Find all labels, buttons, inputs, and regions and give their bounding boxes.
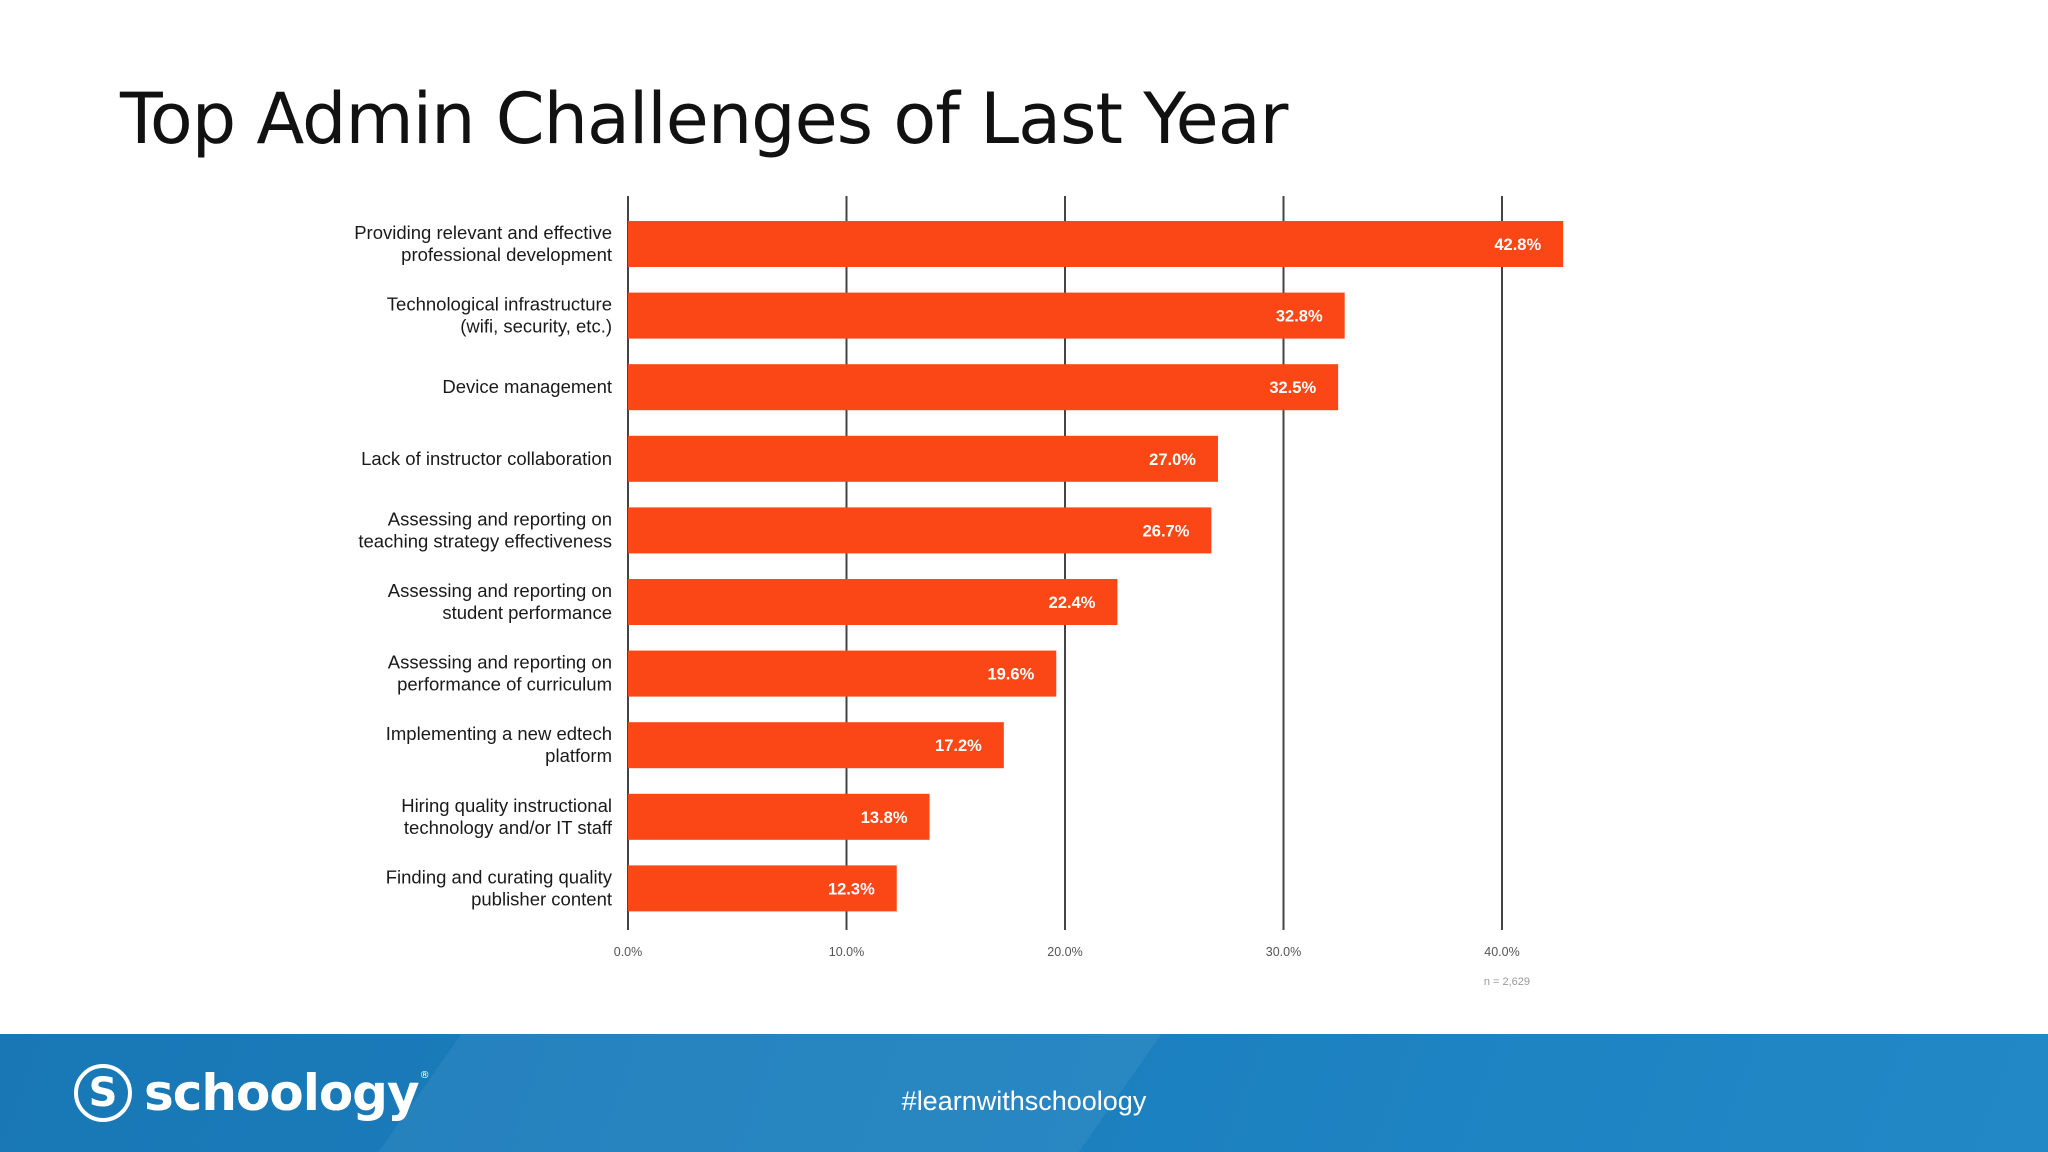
bar <box>628 650 1057 697</box>
category-label: (wifi, security, etc.) <box>460 316 612 337</box>
category-label: platform <box>545 745 612 766</box>
bar-value-label: 12.3% <box>828 880 875 898</box>
bar-value-label: 32.5% <box>1269 379 1316 397</box>
category-label: Assessing and reporting on <box>388 652 612 673</box>
category-label: Technological infrastructure <box>387 294 612 315</box>
sample-size-note: n = 2,629 <box>1484 976 1530 988</box>
category-label: Assessing and reporting on <box>388 508 612 529</box>
bar-value-label: 26.7% <box>1143 522 1190 540</box>
schoology-logo[interactable]: S schoology ® <box>74 1056 430 1130</box>
bar <box>628 793 930 840</box>
x-tick-label: 10.0% <box>829 945 864 959</box>
bar-value-label: 13.8% <box>861 809 908 827</box>
bar <box>628 507 1212 554</box>
x-tick-label: 30.0% <box>1266 945 1301 959</box>
bar-value-label: 27.0% <box>1149 451 1196 469</box>
category-label: Assessing and reporting on <box>388 580 612 601</box>
bar-value-label: 32.8% <box>1276 308 1323 326</box>
bar <box>628 579 1118 625</box>
category-label: publisher content <box>471 888 612 909</box>
registered-mark: ® <box>419 1070 430 1081</box>
footer-bar: S schoology ® <box>0 1034 2048 1152</box>
x-tick-label: 20.0% <box>1047 945 1082 959</box>
x-tick-label: 0.0% <box>614 945 643 959</box>
bar <box>628 435 1218 482</box>
bar <box>628 292 1345 339</box>
slide-title: Top Admin Challenges of Last Year <box>120 78 1288 160</box>
bar <box>628 364 1339 411</box>
category-label: student performance <box>442 602 612 623</box>
schoology-logo-icon: S <box>74 1064 132 1122</box>
category-label: Hiring quality instructional <box>401 795 612 816</box>
x-axis-ticks: 0.0% 10.0% 20.0% 30.0% 40.0% n = 2,629 <box>614 945 1530 988</box>
bar-value-label: 22.4% <box>1049 594 1096 612</box>
category-label: professional development <box>401 244 612 265</box>
category-label: Finding and curating quality <box>386 866 613 887</box>
bar-value-label: 42.8% <box>1494 236 1541 254</box>
category-label: Lack of instructor collaboration <box>361 448 612 469</box>
bars: 42.8% 32.8% 32.5% 27.0% 26.7% 22.4% 19.6% 17.2%… <box>628 221 1564 912</box>
bar <box>628 221 1564 267</box>
bar-value-label: 19.6% <box>987 666 1034 684</box>
bar-value-label: 17.2% <box>935 737 982 755</box>
schoology-logo-text: schoology <box>144 1064 420 1122</box>
category-label: Implementing a new edtech <box>386 723 612 744</box>
bar <box>628 865 897 912</box>
footer-hashtag: #learnwithschoology <box>901 1086 1147 1116</box>
category-label: performance of curriculum <box>397 674 612 695</box>
category-label: Providing relevant and effective <box>354 222 612 243</box>
bar <box>628 722 1004 769</box>
category-label: technology and/or IT staff <box>404 817 613 838</box>
x-tick-label: 40.0% <box>1484 945 1519 959</box>
category-label: teaching strategy effectiveness <box>358 530 612 551</box>
category-label: Device management <box>442 376 612 397</box>
category-labels: Providing relevant and effectiveprofessi… <box>354 222 613 909</box>
bar-chart: 42.8% 32.8% 32.5% 27.0% 26.7% 22.4% 19.6% 17.2%… <box>354 196 1564 988</box>
